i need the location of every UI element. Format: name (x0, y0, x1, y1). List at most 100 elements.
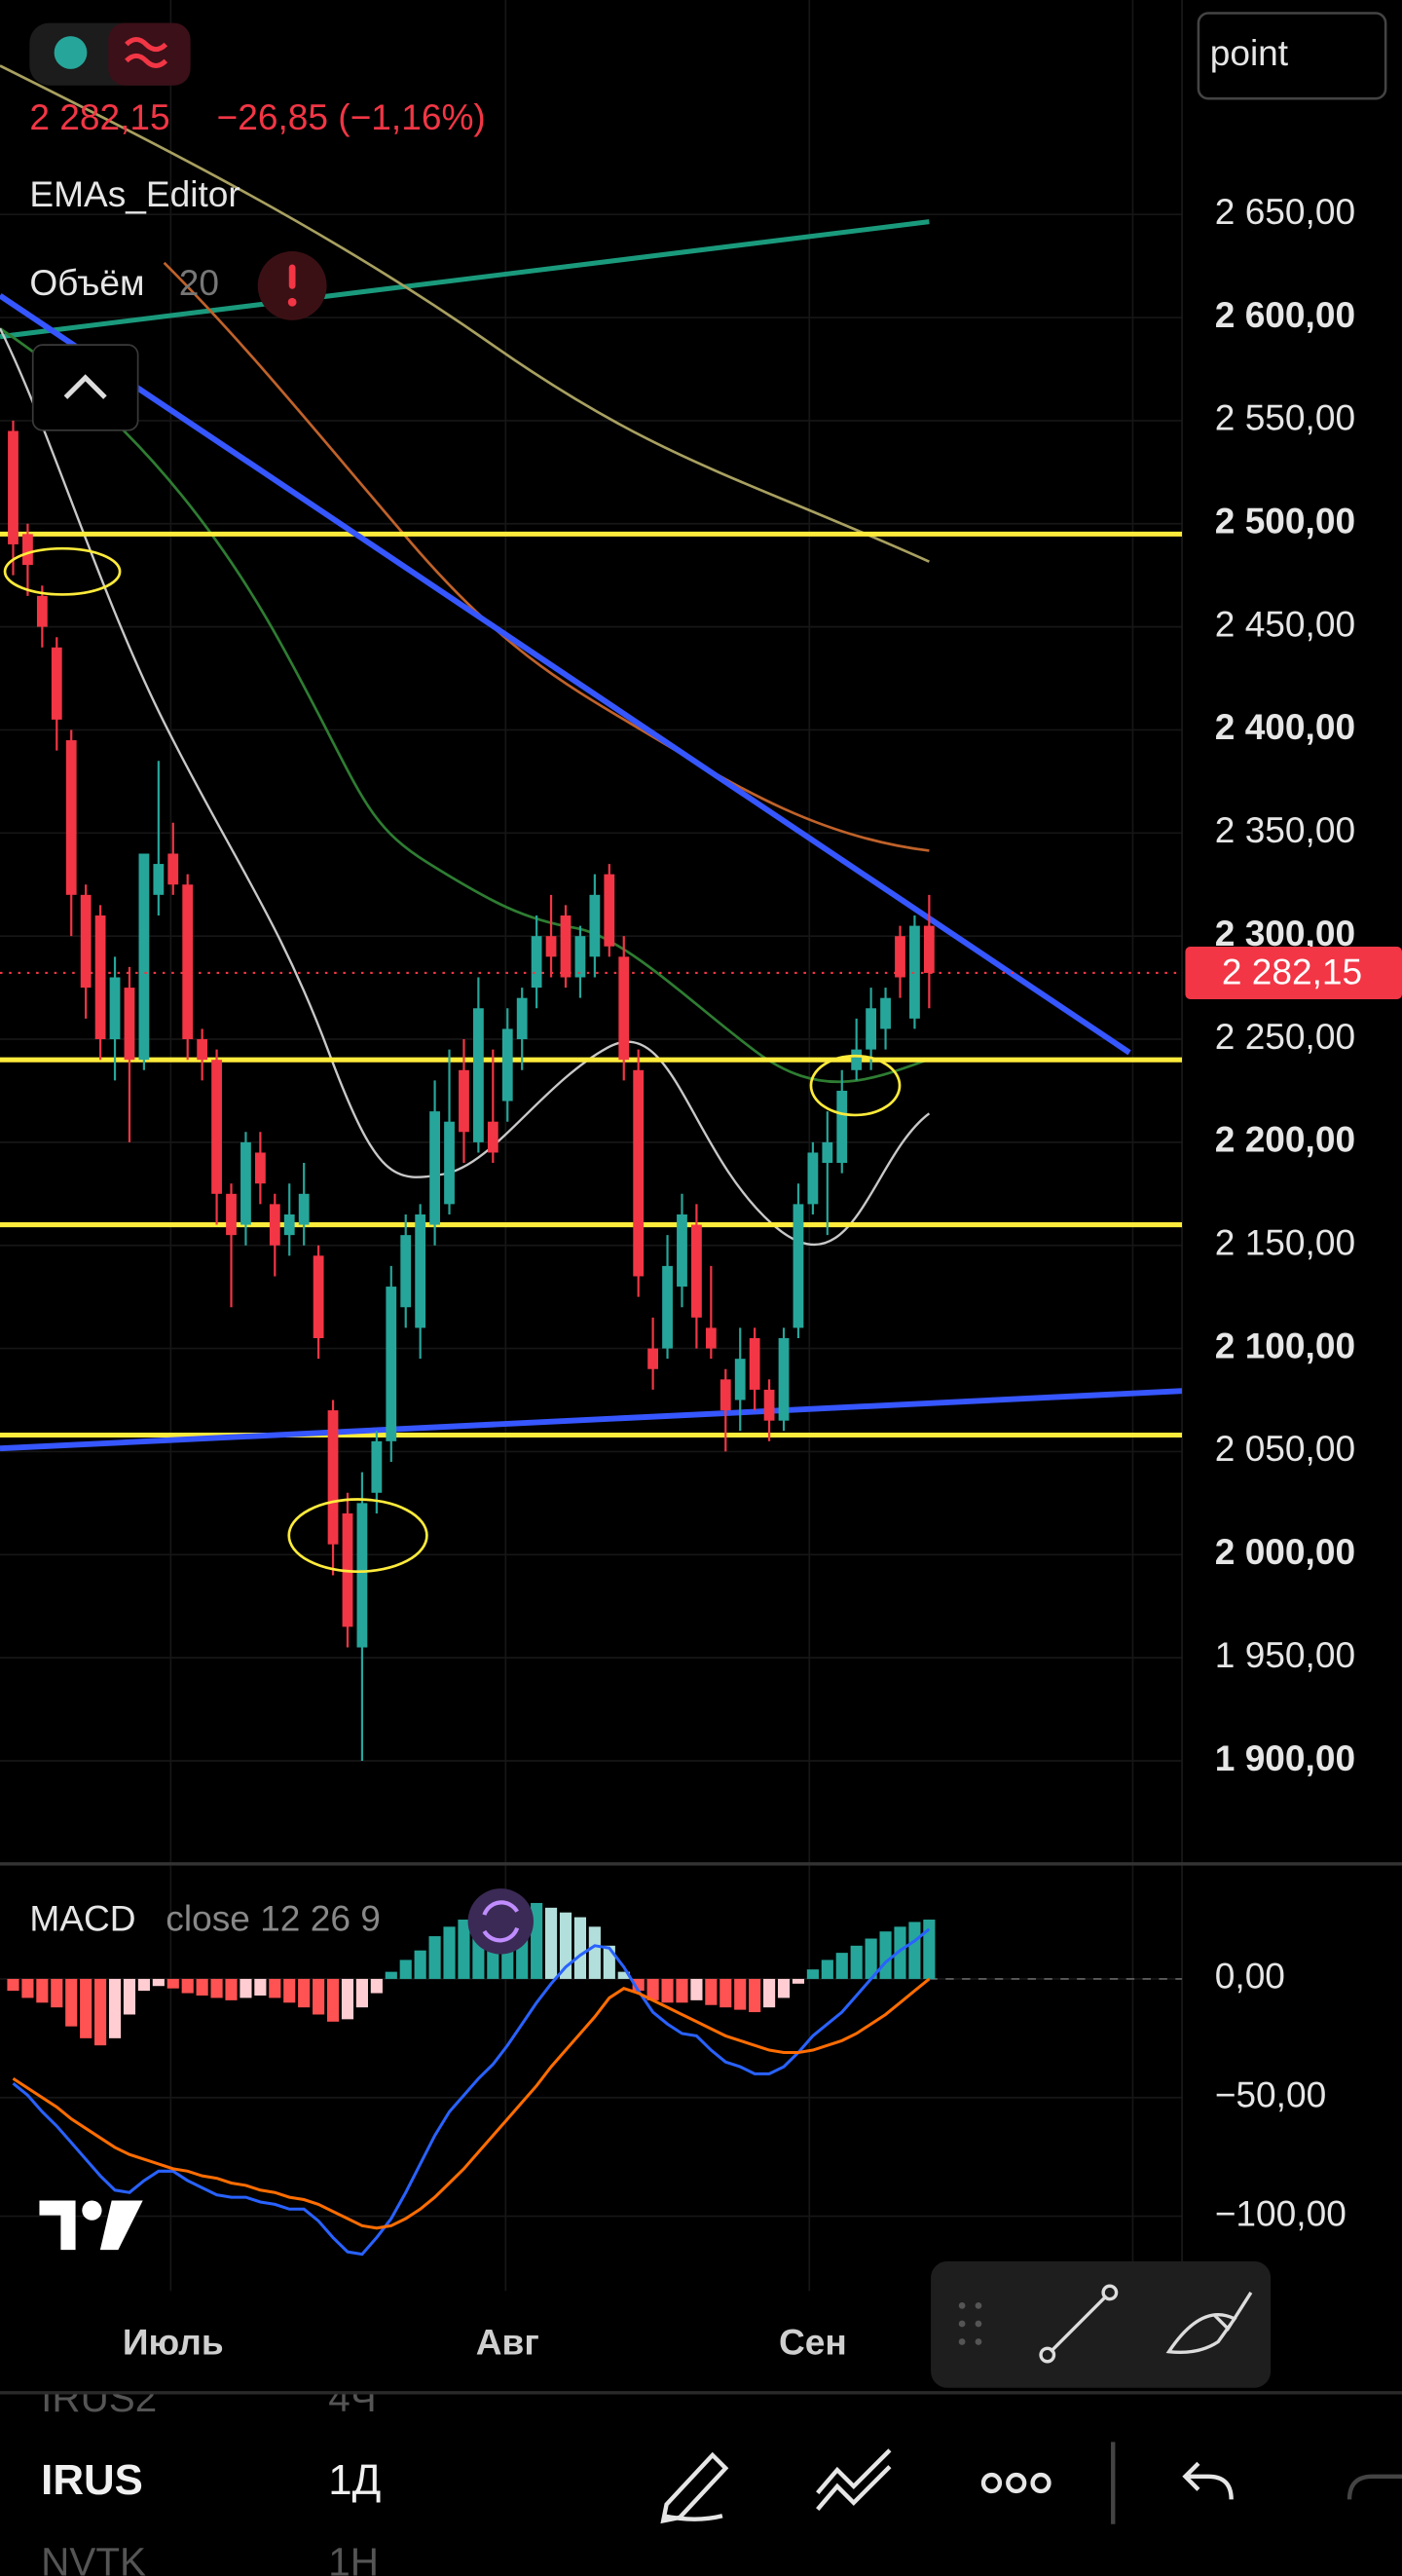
candle-body (65, 740, 77, 895)
candle-body (254, 1152, 266, 1184)
header-change: −26,85 (−1,16%) (217, 96, 486, 137)
y-tick-label: 0,00 (1215, 1956, 1285, 1997)
histogram-bar (166, 1978, 179, 1989)
histogram-bar (573, 1917, 587, 1979)
pencil-button[interactable] (660, 2451, 729, 2524)
redo-button[interactable] (1347, 2474, 1402, 2500)
candle-body (560, 915, 572, 978)
main-pane (0, 64, 1183, 1761)
symbol[interactable]: IRUS (41, 2456, 143, 2504)
histogram-bar (428, 1936, 441, 1979)
candle-body (51, 647, 62, 720)
chevron-icon (63, 374, 107, 399)
histogram-bar (719, 1978, 732, 2008)
symbol-list: IRUS2 4Ч NVTK 1Н (41, 2375, 379, 2576)
point-button[interactable] (1197, 12, 1387, 100)
y-tick-label: 2 550,00 (1215, 397, 1355, 438)
ema-line (163, 261, 930, 852)
candle-body (415, 1213, 426, 1328)
refresh-icon[interactable] (467, 1888, 535, 1955)
brush-tool[interactable] (1165, 2292, 1253, 2354)
y-tick-label: 2 650,00 (1215, 191, 1355, 232)
candle-body (386, 1287, 397, 1441)
candle-body (400, 1235, 412, 1308)
warning-mark (288, 264, 296, 289)
y-tick-label: 2 250,00 (1215, 1016, 1355, 1057)
y-tick-label: −50,00 (1215, 2074, 1326, 2115)
histogram-bar (821, 1960, 833, 1979)
histogram-bar (399, 1960, 412, 1979)
candle-body (371, 1440, 383, 1493)
histogram-bar (777, 1978, 791, 1998)
undo-button[interactable] (1182, 2461, 1234, 2500)
interval[interactable]: 1Д (328, 2456, 381, 2504)
candle-body (895, 936, 905, 978)
point-button-label[interactable]: point (1210, 32, 1289, 73)
candle-body (501, 1028, 513, 1101)
candles (8, 420, 935, 1761)
candle-body (211, 1060, 222, 1194)
candle-body (487, 1121, 498, 1153)
candle-body (836, 1090, 848, 1164)
histogram-bar (923, 1920, 936, 1979)
y-tick-label: 2 350,00 (1215, 809, 1355, 850)
marker-ellipse (3, 546, 122, 596)
trend-line-tool[interactable] (1039, 2284, 1119, 2364)
next-symbol[interactable]: NVTK (41, 2540, 146, 2576)
candle-body (677, 1213, 687, 1288)
logo-part (39, 2200, 76, 2251)
histogram-bar (865, 1938, 877, 1979)
refresh-arrows (482, 1900, 520, 1943)
more-button[interactable] (980, 2472, 1052, 2494)
candle-body (459, 1069, 469, 1133)
marker-ellipse (809, 1054, 902, 1117)
candle-body (516, 997, 528, 1040)
prev-symbol[interactable]: IRUS2 (41, 2375, 157, 2420)
ema-line (0, 64, 930, 563)
x-tick-label: Авг (476, 2322, 539, 2363)
y-tick-label: 2 050,00 (1215, 1428, 1355, 1469)
candle-body (94, 915, 106, 1040)
histogram-bar (894, 1926, 906, 1979)
histogram-bar (298, 1978, 311, 2008)
candle-body (589, 894, 601, 957)
macd-params: close 12 26 9 (166, 1898, 381, 1939)
histogram-bar (705, 1978, 718, 2005)
candle-body (80, 894, 92, 989)
candle-body (647, 1348, 659, 1369)
candle-body (822, 1141, 833, 1164)
macd-line (12, 1977, 931, 2230)
candle-body (153, 864, 165, 895)
histogram-bar (36, 1978, 49, 2003)
volume-label: Объём (29, 262, 144, 303)
histogram-bar (763, 1978, 776, 2008)
prev-interval: 4Ч (328, 2375, 376, 2420)
drag-handle[interactable] (958, 2302, 982, 2345)
x-tick-label: Сен (779, 2322, 847, 2363)
histogram-bar (210, 1978, 223, 1998)
y-tick-label: 2 500,00 (1215, 501, 1355, 541)
y-tick-label: 1 900,00 (1215, 1737, 1355, 1778)
histogram-bar (196, 1978, 208, 1996)
candle-body (327, 1410, 339, 1545)
header-price: 2 282,15 (29, 96, 169, 137)
candle-body (444, 1121, 455, 1205)
histogram-bar (806, 1969, 819, 1979)
candle-body (197, 1039, 208, 1061)
candle-body (662, 1265, 673, 1349)
histogram-bar (326, 1978, 340, 2022)
histogram-bar (108, 1978, 122, 2038)
candle-body (8, 430, 18, 544)
histogram-bar (152, 1978, 165, 1987)
macd-title: MACD (29, 1898, 135, 1939)
candle-body (866, 1008, 877, 1050)
ema-line (0, 327, 930, 1084)
collapse-button[interactable] (31, 344, 139, 431)
histogram-bar (850, 1945, 863, 1979)
candle-body (531, 936, 542, 989)
wave-icon (125, 36, 168, 68)
multi-line-button[interactable] (816, 2448, 892, 2511)
y-tick-label: 2 000,00 (1215, 1531, 1355, 1572)
y-tick-label: 2 200,00 (1215, 1119, 1355, 1160)
candle-body (22, 534, 33, 566)
